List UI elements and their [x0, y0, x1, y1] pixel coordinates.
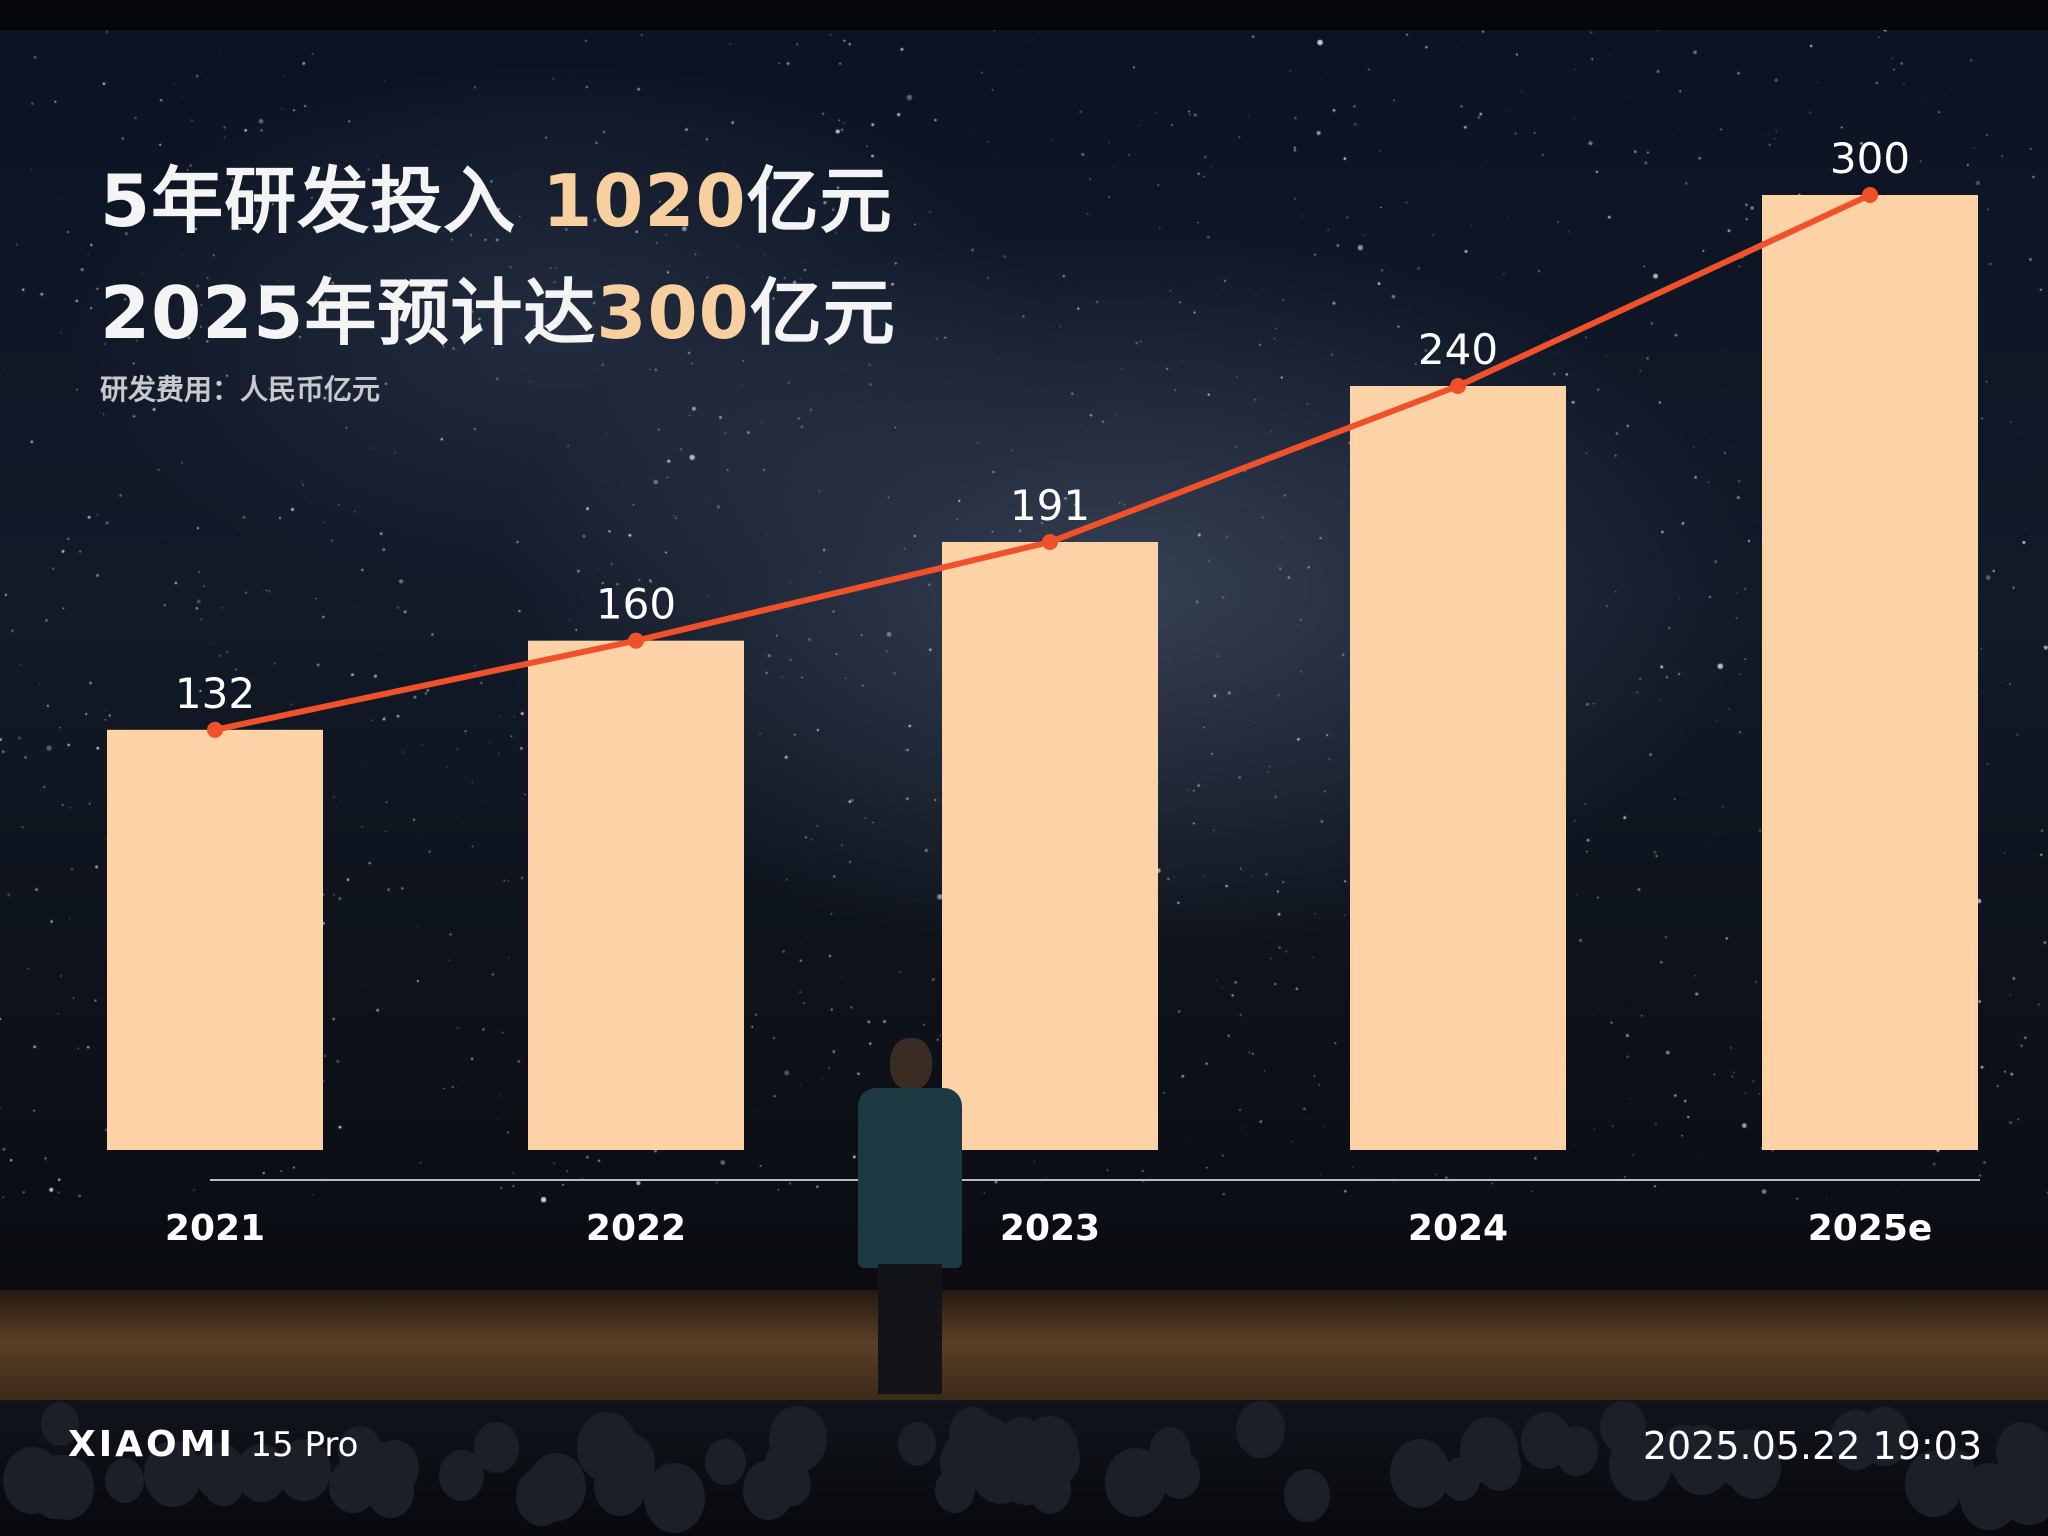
audience-head	[1032, 1431, 1081, 1487]
slide-title-line-1: 5年研发投入 1020亿元	[100, 142, 893, 247]
bar-2025e	[1762, 195, 1978, 1150]
audience-head	[1389, 1439, 1450, 1509]
trend-point-2021	[207, 721, 223, 738]
audience-head	[644, 1463, 706, 1534]
audience-head	[1554, 1426, 1598, 1476]
audience-head	[769, 1405, 827, 1473]
audience-head	[527, 1453, 587, 1521]
title-2-highlight: 300	[596, 271, 750, 355]
bar-2024	[1350, 386, 1566, 1150]
bar-2023	[942, 541, 1158, 1150]
audience-head	[41, 1402, 80, 1447]
value-label-2023: 191	[1010, 481, 1090, 530]
audience-head	[1235, 1400, 1286, 1458]
audience-head	[144, 1440, 203, 1508]
audience-head	[366, 1463, 414, 1518]
value-label-2024: 240	[1418, 325, 1498, 374]
bar-2021	[107, 729, 323, 1150]
audience-head	[104, 1457, 144, 1503]
audience-head	[1829, 1410, 1882, 1470]
bar-2022	[528, 640, 744, 1150]
audience-head	[605, 1434, 655, 1491]
value-label-2021: 132	[175, 669, 255, 718]
audience-head	[473, 1421, 519, 1474]
audience-head	[1661, 1425, 1707, 1478]
stage-floor-lights	[0, 1290, 2048, 1420]
audience-head	[276, 1438, 331, 1501]
audience-head	[1609, 1430, 1672, 1502]
speaker-figure	[852, 1038, 968, 1398]
title-1-suffix: 亿元	[746, 159, 893, 243]
x-tick-label-2022: 2022	[586, 1208, 686, 1249]
title-2-prefix: 2025年预计达	[100, 271, 597, 355]
watermark-brand-name: XIAOMI	[68, 1424, 235, 1465]
value-label-2022: 160	[596, 580, 676, 629]
presentation-screen: 5年研发投入 1020亿元 2025年预计达300亿元 研发费用：人民币亿元 1…	[0, 30, 2048, 1300]
title-2-suffix: 亿元	[749, 271, 896, 355]
trend-point-2025e	[1862, 187, 1878, 203]
camera-watermark-datetime: 2025.05.22 19:03	[1642, 1424, 1982, 1468]
audience-head	[1459, 1416, 1518, 1484]
rd-spending-chart: 132 2021 160 2022 191 2023 240 2024 300 2025e	[107, 134, 1980, 1249]
x-tick-label-2021: 2021	[165, 1208, 265, 1249]
watermark-model: 15 Pro	[250, 1425, 359, 1465]
x-tick-label-2024: 2024	[1408, 1208, 1508, 1249]
audience-head	[705, 1438, 746, 1486]
trend-point-2024	[1450, 378, 1466, 394]
audience-head	[898, 1421, 937, 1466]
x-tick-label-2023: 2023	[1000, 1208, 1100, 1249]
audience-head	[742, 1460, 795, 1520]
audience-head	[37, 1454, 95, 1521]
audience-head	[1725, 1434, 1782, 1499]
audience-head	[934, 1467, 975, 1514]
value-label-2025e: 300	[1830, 134, 1910, 183]
title-1-prefix: 5年研发投入	[100, 159, 517, 243]
audience-silhouettes	[0, 1400, 2048, 1536]
slide-title-line-2: 2025年预计达300亿元	[100, 254, 896, 359]
trend-point-2022	[628, 632, 644, 649]
trend-point-2023	[1042, 533, 1058, 550]
title-1-highlight: 1020	[542, 159, 747, 243]
unit-label: 研发费用：人民币亿元	[100, 373, 381, 406]
audience-head	[1284, 1469, 1331, 1522]
audience-head	[1996, 1421, 2048, 1483]
x-tick-label-2025e: 2025e	[1808, 1208, 1933, 1249]
audience-head	[1149, 1427, 1191, 1474]
camera-watermark-brand: XIAOMI 15 Pro	[68, 1424, 358, 1465]
